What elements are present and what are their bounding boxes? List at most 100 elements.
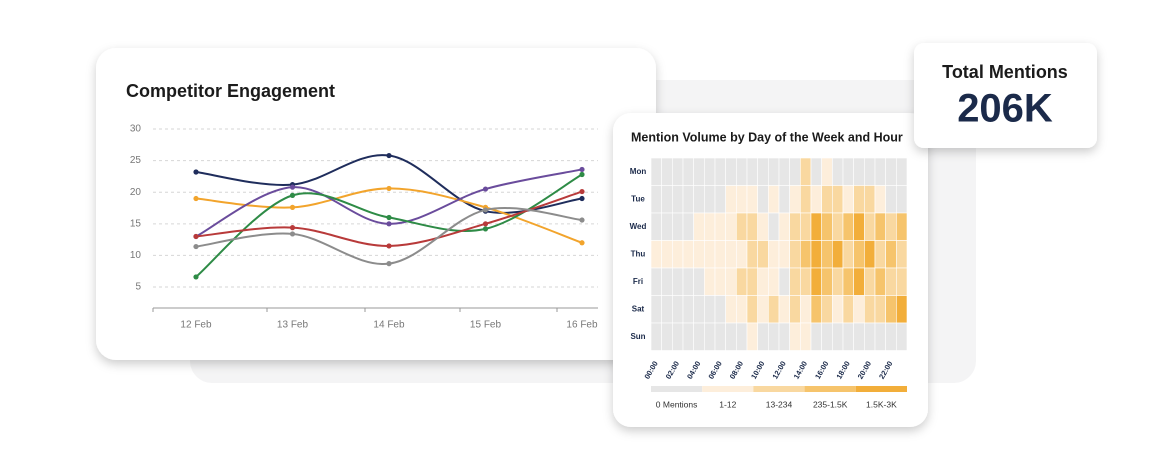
point — [193, 169, 199, 175]
heat-cell — [682, 295, 694, 324]
heat-cell — [736, 212, 748, 241]
heat-cell — [821, 267, 833, 296]
row-label: Mon — [630, 167, 647, 176]
heat-cell — [832, 240, 844, 269]
chart-title: Competitor Engagement — [126, 81, 335, 101]
heat-cell — [800, 295, 812, 324]
heat-cell — [821, 295, 833, 324]
heat-cell — [896, 240, 908, 269]
heat-cell — [885, 212, 897, 241]
heat-cell — [810, 157, 822, 186]
heat-cell — [896, 157, 908, 186]
heat-cell — [757, 267, 769, 296]
heat-cell — [714, 267, 726, 296]
legend-label: 0 Mentions — [656, 399, 698, 409]
heat-cell — [853, 240, 865, 269]
point — [579, 171, 585, 178]
point — [482, 221, 489, 227]
heat-cell — [704, 212, 716, 241]
heat-cell — [789, 322, 801, 351]
heat-cell — [650, 322, 662, 351]
point — [289, 204, 296, 210]
point — [579, 217, 585, 223]
heat-cell — [768, 157, 780, 186]
heat-cell — [874, 295, 886, 324]
heat-cell — [682, 240, 694, 269]
heat-cell — [661, 212, 673, 241]
heat-cell — [650, 212, 662, 241]
heat-cell — [672, 267, 684, 296]
point — [193, 195, 199, 202]
heat-cell — [714, 240, 726, 269]
heat-cell — [778, 322, 790, 351]
heat-cell — [842, 185, 854, 214]
heat-cell — [725, 185, 737, 214]
heat-cell — [682, 267, 694, 296]
heat-cell — [832, 185, 844, 214]
heat-cell — [874, 212, 886, 241]
heat-cell — [736, 295, 748, 324]
heat-cell — [746, 157, 758, 186]
heat-cell — [800, 240, 812, 269]
heat-cell — [768, 322, 780, 351]
heat-cell — [746, 267, 758, 296]
heat-cell — [821, 157, 833, 186]
y-tick-label: 20 — [130, 187, 142, 198]
heat-cell — [746, 185, 758, 214]
heat-cell — [896, 212, 908, 241]
heat-cell — [768, 185, 780, 214]
heat-cell — [757, 212, 769, 241]
point — [482, 226, 489, 232]
heat-cell — [842, 240, 854, 269]
heat-cell — [672, 322, 684, 351]
heat-cell — [661, 240, 673, 269]
heat-cell — [736, 185, 748, 214]
heat-cell — [693, 185, 705, 214]
heat-cell — [853, 322, 865, 351]
legend-label: 1.5K-3K — [866, 399, 897, 409]
heat-cell — [832, 267, 844, 296]
heat-cell — [768, 212, 780, 241]
heat-cell — [714, 212, 726, 241]
heat-cell — [757, 185, 769, 214]
heat-cell — [693, 295, 705, 324]
heat-cell — [874, 322, 886, 351]
heat-cell — [704, 157, 716, 186]
heat-cell — [661, 267, 673, 296]
heat-cell — [778, 240, 790, 269]
heat-cell — [853, 185, 865, 214]
heat-cell — [778, 212, 790, 241]
heat-cell — [810, 240, 822, 269]
legend-label: 13-234 — [766, 399, 793, 409]
heat-cell — [874, 185, 886, 214]
heat-cell — [714, 295, 726, 324]
row-label: Tue — [631, 194, 645, 203]
heat-cell — [650, 267, 662, 296]
heat-cell — [757, 295, 769, 324]
heat-cell — [757, 322, 769, 351]
heat-cell — [725, 322, 737, 351]
row-label: Sun — [630, 332, 645, 341]
heat-cell — [693, 267, 705, 296]
point — [289, 231, 296, 237]
point — [386, 243, 392, 249]
x-tick-label: 12 Feb — [180, 320, 212, 331]
heat-cell — [693, 322, 705, 351]
heat-cell — [661, 185, 673, 214]
row-label: Thu — [631, 249, 646, 258]
point — [193, 243, 199, 250]
heat-cell — [864, 295, 876, 324]
heat-cell — [885, 295, 897, 324]
x-tick-label: 14 Feb — [373, 320, 405, 331]
point — [579, 166, 585, 173]
heat-cell — [832, 212, 844, 241]
row-label: Wed — [630, 222, 647, 231]
point — [579, 188, 585, 195]
heat-cell — [885, 185, 897, 214]
x-tick-label: 13 Feb — [277, 320, 309, 331]
heat-cell — [661, 295, 673, 324]
point — [386, 261, 392, 267]
point — [386, 214, 392, 221]
heat-cell — [864, 322, 876, 351]
